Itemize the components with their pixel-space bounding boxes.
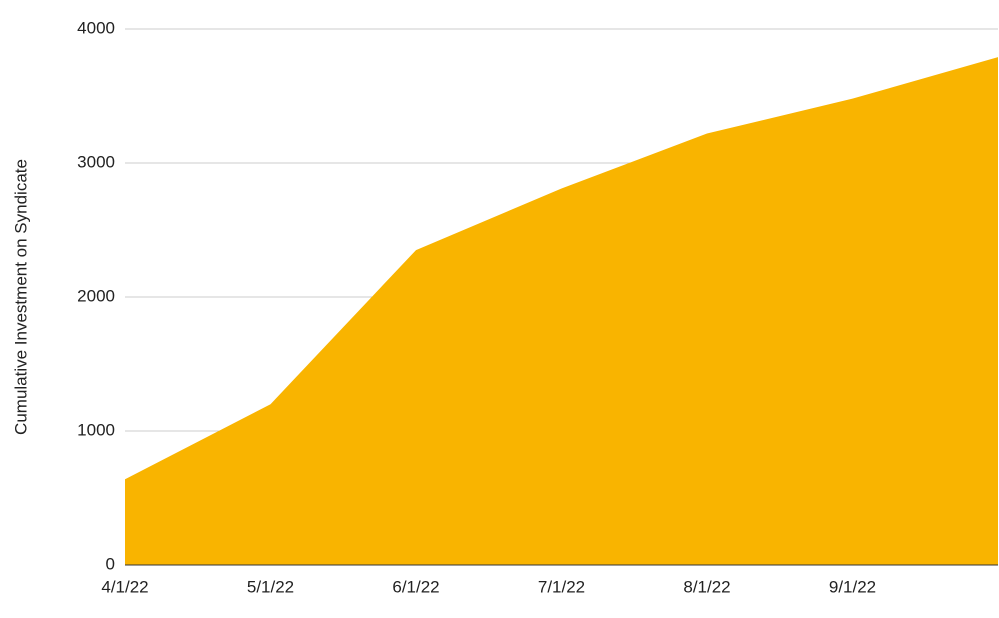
area bbox=[125, 57, 998, 565]
x-tick-label: 9/1/22 bbox=[829, 577, 876, 596]
x-tick-label: 6/1/22 bbox=[392, 577, 439, 596]
y-tick-label: 0 bbox=[106, 554, 115, 573]
y-axis-title: Cumulative Investment on Syndicate bbox=[11, 159, 30, 435]
y-tick-label: 1000 bbox=[77, 420, 115, 439]
x-tick-label: 7/1/22 bbox=[538, 577, 585, 596]
x-tick-label: 5/1/22 bbox=[247, 577, 294, 596]
x-tick-label: 4/1/22 bbox=[101, 577, 148, 596]
y-tick-label: 2000 bbox=[77, 286, 115, 305]
x-tick-label: 8/1/22 bbox=[683, 577, 730, 596]
y-tick-label: 4000 bbox=[77, 18, 115, 37]
y-tick-label: 3000 bbox=[77, 152, 115, 171]
